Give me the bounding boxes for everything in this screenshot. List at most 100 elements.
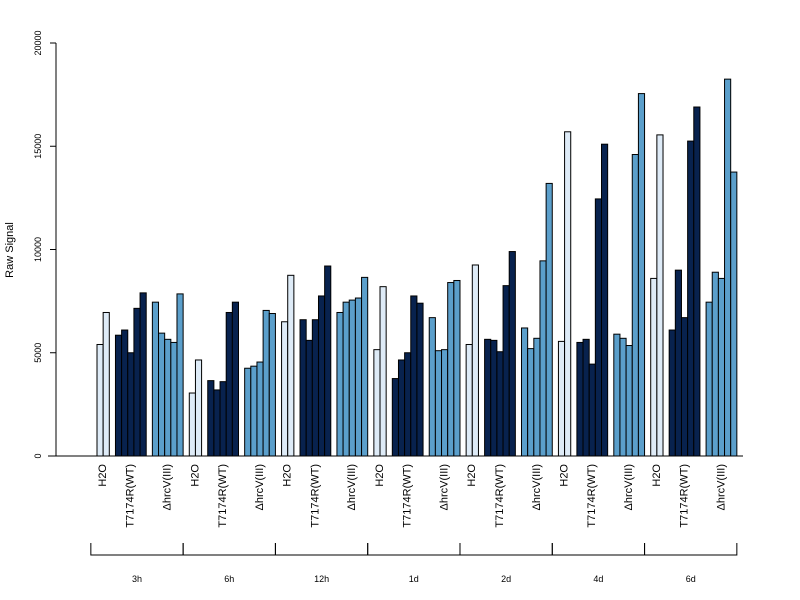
bar [127,352,135,457]
bar [693,106,701,457]
bar [471,264,479,457]
bar [656,134,664,457]
bar [601,143,609,457]
time-label: 6h [224,574,234,584]
y-tick-label: 20000 [33,30,43,55]
bar [490,339,498,457]
bar [114,334,123,457]
bar [545,182,553,457]
y-axis: 0 5000 10000 15000 20000 [33,30,57,459]
treatment-label: ΔhrcV(III) [162,464,174,510]
bar [613,333,621,457]
bar [668,329,676,457]
time-label: 1d [409,574,419,584]
bar [391,378,399,457]
bar [496,351,504,457]
treatment-label: T7174R(WT) [125,464,137,528]
time-bracket [459,543,553,556]
time-bracket [274,543,369,556]
treatment-label: ΔhrcV(III) [623,464,635,510]
y-tick-label: 0 [33,453,43,458]
bar [397,359,406,457]
y-tick-label: 15000 [33,134,43,159]
bar [705,301,713,457]
bar [416,302,424,457]
bar [527,348,535,457]
bar [361,276,369,457]
bar [151,301,160,457]
y-tick-label: 5000 [33,343,43,363]
time-label: 6d [686,574,696,584]
bar [717,277,726,457]
bar [317,295,326,457]
bar [262,309,270,457]
treatment-label: H2O [466,464,478,487]
bar [453,279,461,457]
bar [434,350,443,457]
bar [711,271,719,457]
bar [354,297,363,457]
bar [730,171,738,457]
treatment-label: T7174R(WT) [309,464,321,528]
bar [133,307,141,457]
bar [619,337,627,457]
treatment-labels: H2O T7174R(WT) ΔhrcV(III) H2O T7174R(WT) Δhrc… [97,464,727,528]
bar [631,154,639,457]
treatment-label: T7174R(WT) [217,464,229,528]
treatment-label: T7174R(WT) [494,464,506,528]
bar [281,321,289,457]
time-bracket [367,543,461,556]
time-label: 4d [593,574,603,584]
bar [404,352,412,457]
bar [594,198,602,457]
y-axis-label: Raw Signal [4,222,16,278]
bar [244,367,252,457]
treatment-label: H2O [374,464,386,487]
bar [305,339,313,457]
bar [441,349,449,457]
time-label: 12h [314,574,329,584]
bar [324,265,332,457]
time-bracket [90,543,184,556]
bar [484,338,492,457]
bar [637,93,646,457]
treatment-label: ΔhrcV(III) [715,464,727,510]
bar [176,293,184,457]
treatment-label: ΔhrcV(III) [439,464,451,510]
bars [96,78,738,457]
bar [336,311,344,457]
treatment-label: ΔhrcV(III) [254,464,266,510]
bar [170,341,178,457]
bar [557,340,566,457]
time-bracket [551,543,646,556]
treatment-label: ΔhrcV(III) [346,464,358,510]
treatment-label: H2O [282,464,294,487]
bar [219,381,227,457]
bar [188,392,196,457]
bar [674,269,682,457]
bar [250,365,258,457]
bar [287,274,295,457]
bar [139,292,147,457]
bar [410,295,418,457]
bar [564,131,572,457]
time-label: 2d [501,574,511,584]
treatment-label: T7174R(WT) [679,464,691,528]
bar [625,345,633,457]
bar [428,317,436,457]
treatment-label: H2O [651,464,663,487]
bar [582,338,590,457]
bar [502,285,510,457]
bar [521,327,529,457]
treatment-label: H2O [189,464,201,487]
bar [650,277,658,457]
bar [379,286,387,457]
treatment-label: T7174R(WT) [586,464,598,528]
bar [687,140,695,457]
bar [194,359,203,457]
treatment-label: H2O [559,464,571,487]
bar [373,349,381,457]
bar [299,319,307,457]
treatment-label: T7174R(WT) [402,464,414,528]
